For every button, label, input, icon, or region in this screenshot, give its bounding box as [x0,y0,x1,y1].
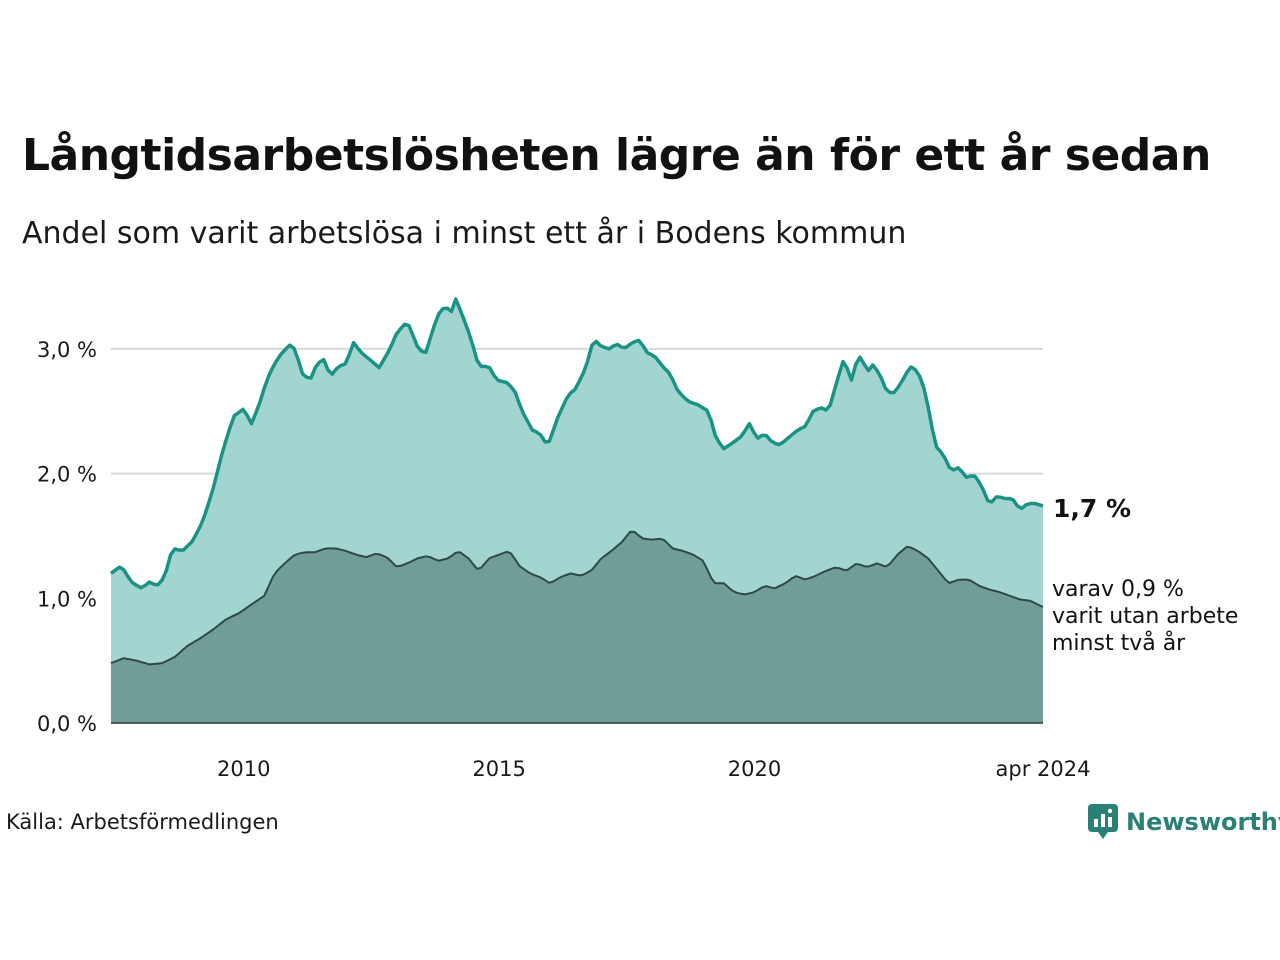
brand-name: Newsworthy [1126,808,1280,836]
series-area-1 [111,531,1043,723]
end-value-label: 1,7 % [1053,494,1131,523]
x-tick-label: apr 2024 [996,757,1091,781]
axis-layer: 0,0 % 1,0 % 2,0 % 3,0 % 2010 2015 2020 apr 2024 [37,338,1091,781]
series-line-1 [110,530,1044,666]
annotation-line: varit utan arbete [1052,604,1238,629]
annotation-line: minst två år [1052,630,1186,656]
y-tick-label: 0,0 % [37,712,97,736]
source-note: Källa: Arbetsförmedlingen [6,810,279,834]
newsworthy-logo-icon [1088,804,1118,839]
x-tick-label: 2010 [217,757,270,781]
brand[interactable]: Newsworthy [1088,804,1280,840]
annotation-line: varav 0,9 % [1052,577,1184,602]
area-layer [109,297,1044,723]
series-line-0 [109,297,1044,590]
x-tick-label: 2020 [728,757,781,781]
y-tick-label: 3,0 % [37,338,97,362]
y-tick-label: 2,0 % [37,463,97,487]
chart-subtitle: Andel som varit arbetslösa i minst ett å… [22,216,907,251]
chart-title: Långtidsarbetslösheten lägre än för ett … [22,130,1211,181]
x-tick-label: 2015 [472,757,525,781]
y-tick-label: 1,0 % [37,587,97,611]
